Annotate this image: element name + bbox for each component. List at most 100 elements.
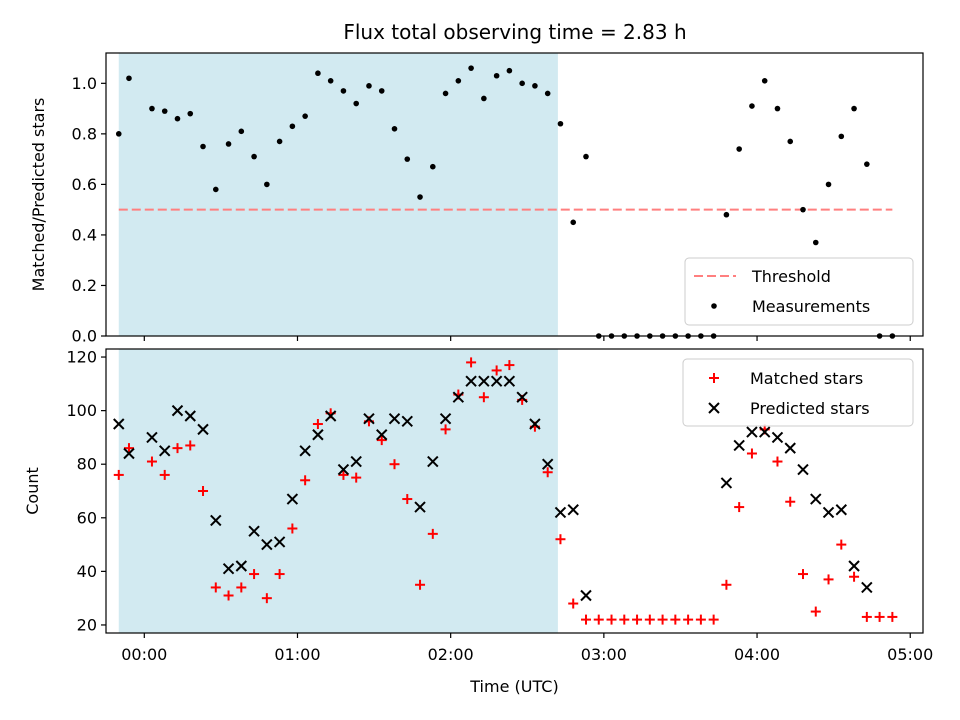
y-tick-label: 0.2 xyxy=(72,276,97,295)
measurement-point xyxy=(481,95,487,102)
matched-stars-point xyxy=(708,614,719,625)
predicted-stars-point xyxy=(337,463,350,476)
x-tick-label: 05:00 xyxy=(887,645,933,664)
legend-predicted-label: Predicted stars xyxy=(750,399,870,418)
measurement-point xyxy=(238,128,245,135)
measurement-point xyxy=(442,90,449,97)
predicted-stars-point xyxy=(848,560,860,572)
x-tick-label: 04:00 xyxy=(734,645,780,664)
predicted-stars-point xyxy=(123,447,135,460)
y-axis-label: Count xyxy=(23,467,42,515)
predicted-stars-point xyxy=(439,412,452,425)
measurement-point xyxy=(225,141,232,147)
legend-measurements-swatch xyxy=(711,303,717,309)
y-tick-label: 40 xyxy=(77,562,97,581)
matched-stars-point xyxy=(632,614,643,625)
predicted-stars-point xyxy=(541,458,554,470)
matched-stars-point xyxy=(657,614,668,625)
matched-stars-point xyxy=(223,590,234,601)
matched-stars-point xyxy=(172,443,183,454)
matched-stars-point xyxy=(836,539,847,550)
matched-stars-point xyxy=(504,360,515,371)
measurement-point xyxy=(404,156,411,162)
matched-stars-point xyxy=(849,571,860,582)
axes-frame xyxy=(105,52,924,337)
measurement-point xyxy=(851,105,857,112)
predicted-stars-point xyxy=(822,506,835,519)
matched-stars-point xyxy=(798,569,809,580)
measurement-point xyxy=(115,131,122,137)
matched-stars-point xyxy=(861,611,872,622)
measurement-point xyxy=(544,90,551,97)
measurement-point xyxy=(212,186,219,193)
matched-stars-point xyxy=(734,502,745,513)
matched-stars-point xyxy=(810,606,821,617)
legend-predicted-swatch xyxy=(708,402,720,414)
matched-stars-point xyxy=(887,611,898,622)
measurement-point xyxy=(366,83,372,89)
predicted-stars-point xyxy=(465,375,477,387)
measurement-point xyxy=(532,83,538,89)
matched-stars-point xyxy=(568,598,579,609)
x-tick-label: 02:00 xyxy=(428,645,474,664)
predicted-stars-point xyxy=(746,426,758,438)
measurement-point xyxy=(289,123,296,130)
predicted-stars-point xyxy=(861,581,873,594)
measurement-point xyxy=(838,133,845,140)
predicted-stars-point xyxy=(273,536,286,548)
matched-stars-point xyxy=(261,593,272,604)
y-tick-label: 100 xyxy=(66,401,97,420)
measurement-point xyxy=(583,153,589,160)
measurement-point xyxy=(455,77,462,84)
y-tick-label: 80 xyxy=(77,455,97,474)
predicted-stars-point xyxy=(261,538,273,551)
measurement-point xyxy=(327,77,334,84)
matched-stars-point xyxy=(721,579,732,590)
measurement-point xyxy=(800,206,806,213)
measurement-point xyxy=(251,153,257,160)
matched-stars-point xyxy=(159,469,170,480)
predicted-stars-point xyxy=(771,431,784,444)
predicted-stars-point xyxy=(554,506,567,519)
predicted-stars-point xyxy=(113,418,125,430)
figure-title: Flux total observing time = 2.83 h xyxy=(343,20,686,44)
matched-stars-point xyxy=(478,392,489,403)
predicted-stars-point xyxy=(376,429,388,441)
matched-stars-point xyxy=(746,448,757,459)
predicted-stars-point xyxy=(248,525,260,537)
matched-stars-point xyxy=(466,357,477,368)
predicted-stars-point xyxy=(146,431,158,444)
x-tick-label: 01:00 xyxy=(274,645,320,664)
x-axis-label: Time (UTC) xyxy=(469,677,558,696)
y-tick-label: 0.6 xyxy=(72,175,97,194)
predicted-stars-point xyxy=(299,445,311,457)
predicted-stars-point xyxy=(171,404,184,417)
measurement-point xyxy=(200,143,206,150)
predicted-stars-point xyxy=(720,477,733,489)
measurement-point xyxy=(126,75,132,82)
measurement-point xyxy=(749,103,755,109)
measurement-point xyxy=(149,105,155,112)
predicted-stars-point xyxy=(452,391,465,403)
matched-stars-point xyxy=(312,419,323,430)
matched-stars-point xyxy=(823,574,834,585)
matched-stars-point xyxy=(542,467,553,478)
measurement-point xyxy=(774,105,781,112)
predicted-stars-point xyxy=(478,375,490,387)
predicted-stars-point xyxy=(210,514,222,527)
matched-stars-point xyxy=(415,579,426,590)
axes-frame xyxy=(105,348,924,634)
predicted-stars-point xyxy=(286,493,299,505)
measurement-point xyxy=(302,113,308,119)
y-tick-label: 1.0 xyxy=(72,74,97,93)
matched-stars-point xyxy=(389,459,400,470)
legend-matched-label: Matched stars xyxy=(750,369,863,388)
measurement-point xyxy=(736,146,742,152)
matched-stars-point xyxy=(874,611,885,622)
matched-stars-point xyxy=(113,469,124,480)
measurement-point xyxy=(315,70,321,77)
legend-threshold-label: Threshold xyxy=(751,267,831,286)
predicted-stars-point xyxy=(222,562,235,575)
predicted-stars-point xyxy=(758,426,771,438)
matched-stars-point xyxy=(287,523,298,534)
